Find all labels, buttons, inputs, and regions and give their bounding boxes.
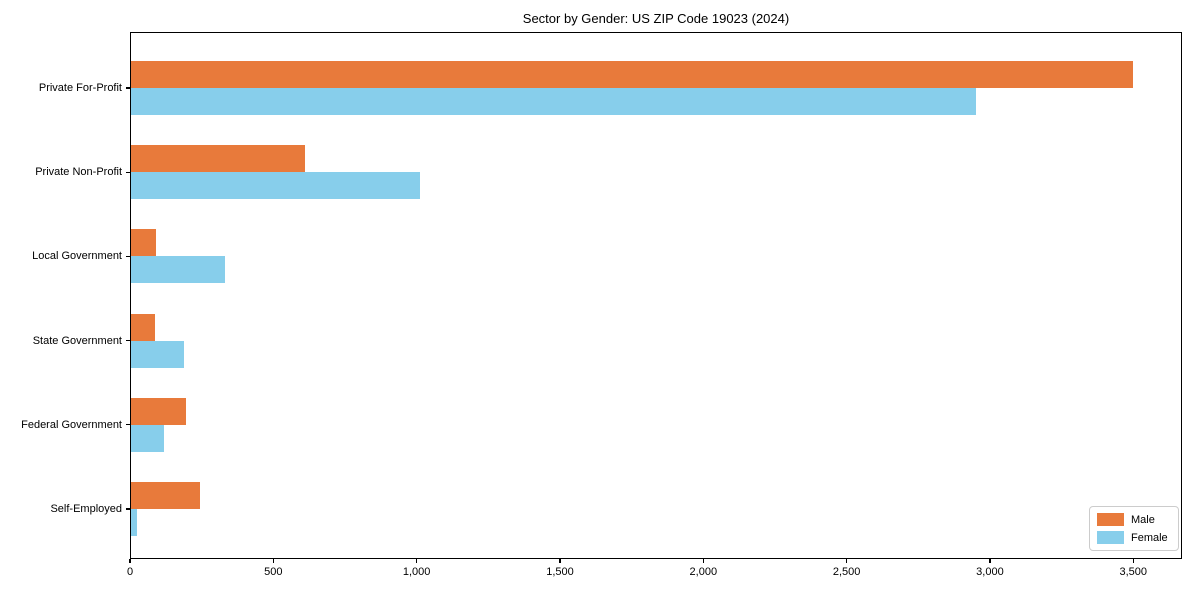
- bar-male-5: [131, 482, 200, 509]
- xtick-mark: [1132, 559, 1134, 563]
- ytick-label: Federal Government: [21, 418, 122, 431]
- bar-female-2: [131, 256, 225, 284]
- bar-male-2: [131, 229, 156, 257]
- bar-female-4: [131, 424, 165, 452]
- ytick-label: State Government: [32, 334, 122, 347]
- xtick-label: 0: [126, 566, 134, 578]
- xtick-mark: [846, 559, 848, 563]
- bar-female-5: [131, 509, 137, 536]
- ytick-label: Self-Employed: [50, 503, 122, 515]
- xtick-mark: [702, 559, 704, 563]
- ytick-mark: [126, 87, 130, 89]
- bar-male-4: [131, 397, 187, 425]
- ytick-label: Private For-Profit: [38, 82, 122, 94]
- ytick-mark: [126, 255, 130, 257]
- xtick-label: 3,000: [976, 566, 1004, 578]
- bar-male-3: [131, 313, 156, 341]
- xtick-mark: [989, 559, 991, 563]
- bar-female-3: [131, 340, 185, 368]
- xtick-mark: [416, 559, 418, 563]
- ytick-mark: [126, 508, 130, 510]
- xtick-label: 1,000: [402, 566, 431, 578]
- xtick-label: 3,500: [1119, 566, 1148, 578]
- chart-title: Sector by Gender: US ZIP Code 19023 (202…: [522, 11, 790, 26]
- plot-area: [130, 32, 1182, 559]
- legend-label-male: Male: [1131, 513, 1155, 526]
- xtick-label: 500: [264, 566, 283, 578]
- xtick-mark: [129, 559, 131, 563]
- bar-female-1: [131, 172, 420, 200]
- bar-female-0: [131, 88, 976, 115]
- bar-male-1: [131, 145, 305, 173]
- legend-entry-female: Female: [1097, 531, 1170, 544]
- ytick-label: Private Non-Profit: [35, 166, 122, 179]
- ytick-mark: [126, 171, 130, 173]
- legend-entry-male: Male: [1097, 513, 1170, 526]
- female-series-swatch: [1097, 531, 1124, 544]
- ytick-label: Local Government: [32, 250, 122, 263]
- ytick-mark: [126, 424, 130, 426]
- xtick-mark: [272, 559, 274, 563]
- xtick-label: 2,000: [689, 566, 718, 578]
- ytick-mark: [126, 340, 130, 342]
- xtick-label: 1,500: [546, 566, 574, 578]
- male-series-swatch: [1097, 513, 1124, 526]
- bar-male-0: [131, 61, 1134, 88]
- legend-label-female: Female: [1131, 531, 1168, 544]
- legend: Male Female: [1089, 506, 1179, 551]
- xtick-label: 2,500: [832, 566, 861, 578]
- xtick-mark: [559, 559, 561, 563]
